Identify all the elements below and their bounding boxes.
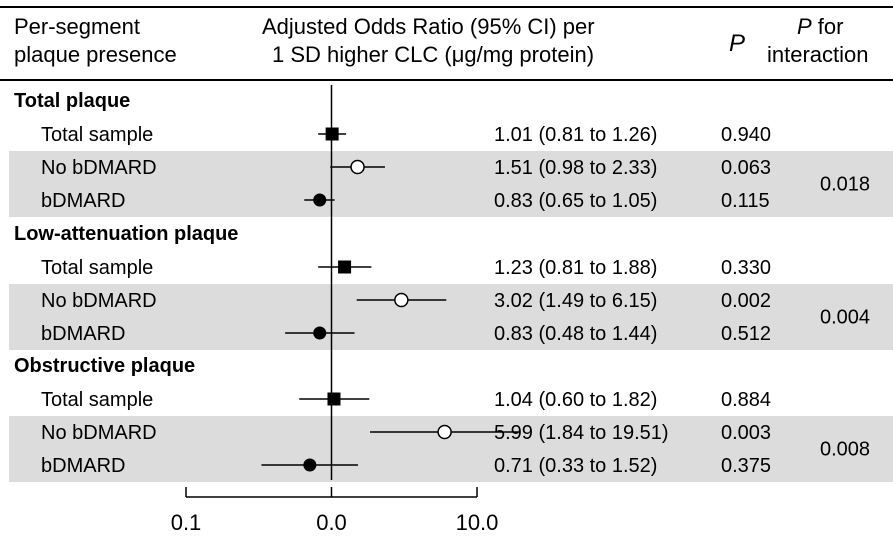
p-value: 0.330	[721, 257, 771, 279]
segment-header-line2: plaque presence	[14, 42, 177, 67]
or-ci-label: 1.04 (0.60 to 1.82)	[494, 389, 657, 411]
x-tick-label: 0.0	[316, 510, 347, 535]
or-ci-label: 1.23 (0.81 to 1.88)	[494, 257, 657, 279]
p-interaction-value: 0.004	[820, 307, 870, 329]
or-ci-label: 0.83 (0.48 to 1.44)	[494, 323, 657, 345]
row-label: bDMARD	[41, 323, 125, 345]
p-value: 0.115	[721, 190, 770, 212]
row-shade	[9, 151, 893, 184]
row-label: No bDMARD	[41, 290, 157, 312]
point-estimate-square	[327, 392, 341, 406]
group-title: Low-attenuation plaque	[14, 223, 238, 245]
row-label: bDMARD	[41, 455, 125, 477]
or-ci-label: 0.83 (0.65 to 1.05)	[494, 190, 657, 212]
point-estimate-open-circle	[350, 159, 365, 175]
or-ci-label: 5.99 (1.84 to 19.51)	[494, 422, 669, 444]
point-estimate-open-circle	[394, 292, 409, 308]
p-value: 0.375	[721, 455, 771, 477]
or-ci-label: 0.71 (0.33 to 1.52)	[494, 455, 657, 477]
row-label: No bDMARD	[41, 422, 157, 444]
p-interaction-value: 0.018	[820, 174, 870, 196]
group-title: Total plaque	[14, 90, 130, 112]
p-value: 0.940	[721, 124, 771, 146]
row-label: Total sample	[41, 124, 153, 146]
p-interaction-header-line1: P for	[797, 14, 844, 39]
group-title: Obstructive plaque	[14, 355, 195, 377]
header-bottom-rule	[0, 79, 893, 81]
row-label: Total sample	[41, 389, 153, 411]
p-header: P	[729, 30, 746, 57]
point-estimate-filled-circle	[303, 458, 317, 472]
row-label: No bDMARD	[41, 157, 157, 179]
point-estimate-filled-circle	[313, 193, 327, 207]
p-value: 0.003	[721, 422, 771, 444]
row-shade	[9, 449, 893, 482]
point-estimate-filled-circle	[313, 326, 327, 340]
segment-header-line1: Per-segment	[14, 14, 140, 39]
or-ci-label: 1.51 (0.98 to 2.33)	[494, 157, 657, 179]
or-header-line2: 1 SD higher CLC (μg/mg protein)	[272, 42, 595, 67]
p-value: 0.002	[721, 290, 771, 312]
row-shade	[9, 284, 893, 317]
p-interaction-header-line2: interaction	[767, 42, 869, 67]
p-interaction-value: 0.008	[820, 439, 870, 461]
row-label: Total sample	[41, 257, 153, 279]
x-tick-label: 0.1	[171, 510, 202, 535]
p-interaction-header-p: P	[797, 14, 812, 39]
header-top-rule	[0, 6, 893, 8]
p-value: 0.063	[721, 157, 771, 179]
point-estimate-open-circle	[437, 424, 452, 440]
row-shade	[9, 317, 893, 350]
row-shade	[9, 184, 893, 217]
row-label: bDMARD	[41, 190, 125, 212]
x-tick-label: 10.0	[456, 510, 499, 535]
p-value: 0.512	[721, 323, 771, 345]
point-estimate-square	[338, 260, 352, 274]
p-value: 0.884	[721, 389, 771, 411]
or-ci-label: 3.02 (1.49 to 6.15)	[494, 290, 657, 312]
or-ci-label: 1.01 (0.81 to 1.26)	[494, 124, 657, 146]
point-estimate-square	[325, 127, 339, 141]
or-header-line1: Adjusted Odds Ratio (95% CI) per	[262, 14, 595, 39]
